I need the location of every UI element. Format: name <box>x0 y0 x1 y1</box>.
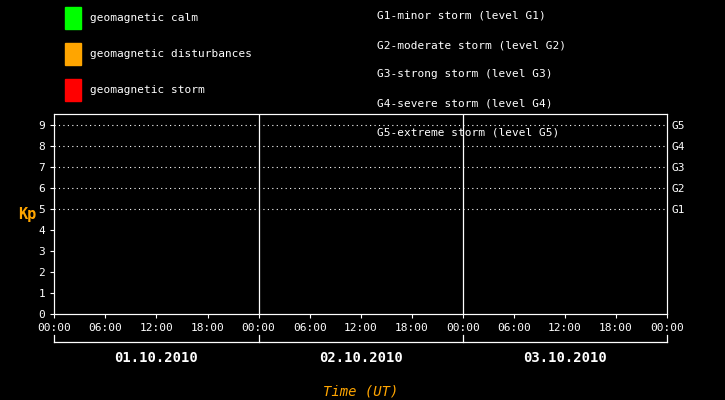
Text: G1-minor storm (level G1): G1-minor storm (level G1) <box>377 11 546 21</box>
Text: G5-extreme storm (level G5): G5-extreme storm (level G5) <box>377 128 559 138</box>
Text: geomagnetic storm: geomagnetic storm <box>90 85 204 95</box>
Y-axis label: Kp: Kp <box>18 206 36 222</box>
Text: G3-strong storm (level G3): G3-strong storm (level G3) <box>377 70 552 80</box>
Text: G4-severe storm (level G4): G4-severe storm (level G4) <box>377 99 552 109</box>
Text: Time (UT): Time (UT) <box>323 384 398 398</box>
Text: G2-moderate storm (level G2): G2-moderate storm (level G2) <box>377 40 566 50</box>
Text: 02.10.2010: 02.10.2010 <box>319 351 402 365</box>
Text: geomagnetic calm: geomagnetic calm <box>90 13 198 23</box>
Text: 03.10.2010: 03.10.2010 <box>523 351 607 365</box>
Text: geomagnetic disturbances: geomagnetic disturbances <box>90 49 252 59</box>
Text: 01.10.2010: 01.10.2010 <box>115 351 199 365</box>
